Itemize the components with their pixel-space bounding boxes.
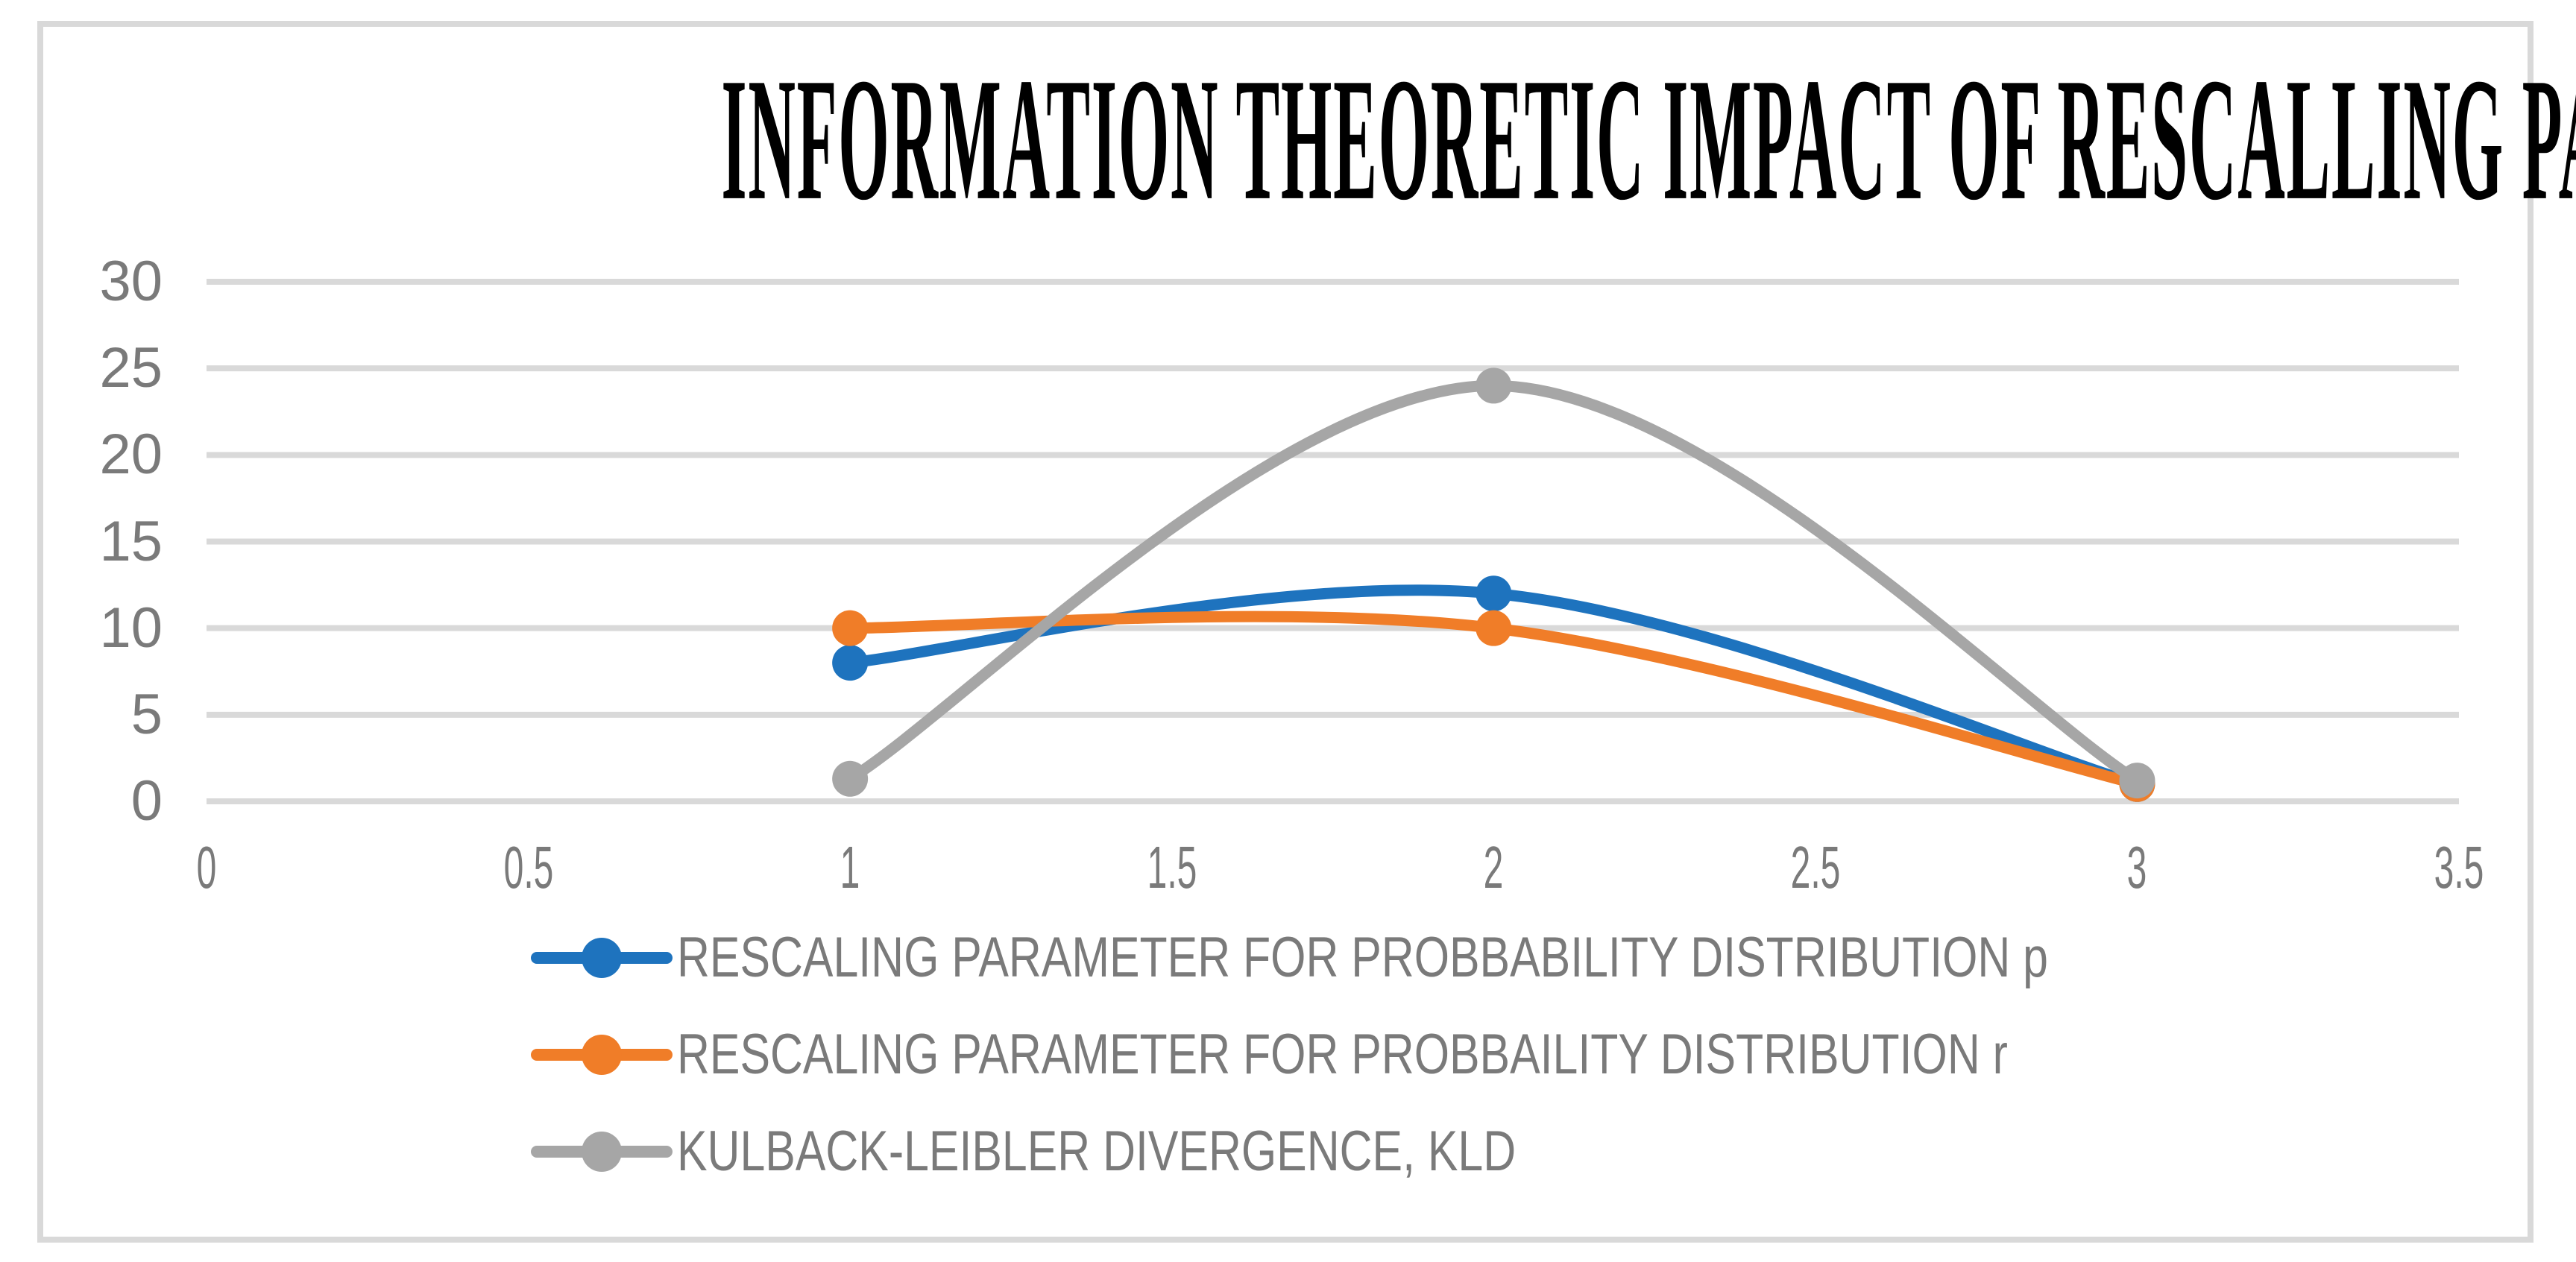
x-axis-tick-label: 1 <box>840 834 860 900</box>
y-axis-tick-label: 25 <box>99 336 163 400</box>
data-point-marker <box>1476 610 1512 646</box>
y-axis-tick-label: 5 <box>130 683 163 746</box>
x-axis-tick-label: 2 <box>1483 834 1504 900</box>
x-axis-tick-label: 3 <box>2126 834 2147 900</box>
y-axis-tick-label: 15 <box>99 510 163 573</box>
figure-border <box>37 21 2534 1243</box>
legend-circle-marker <box>582 938 622 978</box>
x-axis-tick-label: 0 <box>196 834 217 900</box>
legend-label: RESCALING PARAMETER FOR PROBBABILITY DIS… <box>677 926 2048 989</box>
data-point-marker <box>832 645 869 681</box>
x-axis-tick-label: 3.5 <box>2434 834 2484 900</box>
y-axis-tick-label: 20 <box>99 423 163 486</box>
legend-circle-marker <box>582 1035 622 1075</box>
y-axis-tick-label: 30 <box>99 250 163 313</box>
y-axis-tick-label: 0 <box>130 769 163 833</box>
legend-label: RESCALING PARAMETER FOR PROBBAILITY DIST… <box>677 1023 2008 1086</box>
data-point-marker <box>832 760 869 797</box>
data-point-marker <box>1476 367 1512 404</box>
x-axis-tick-label: 0.5 <box>503 834 554 900</box>
data-point-marker <box>832 610 869 646</box>
data-point-marker <box>2119 763 2155 799</box>
legend-circle-marker <box>582 1132 622 1172</box>
data-point-marker <box>1476 575 1512 612</box>
y-axis-tick-label: 10 <box>99 596 163 660</box>
x-axis-tick-label: 1.5 <box>1147 834 1197 900</box>
x-axis-tick-label: 2.5 <box>1790 834 1841 900</box>
legend-label: KULBACK-LEIBLER DIVERGENCE, KLD <box>677 1120 1517 1183</box>
